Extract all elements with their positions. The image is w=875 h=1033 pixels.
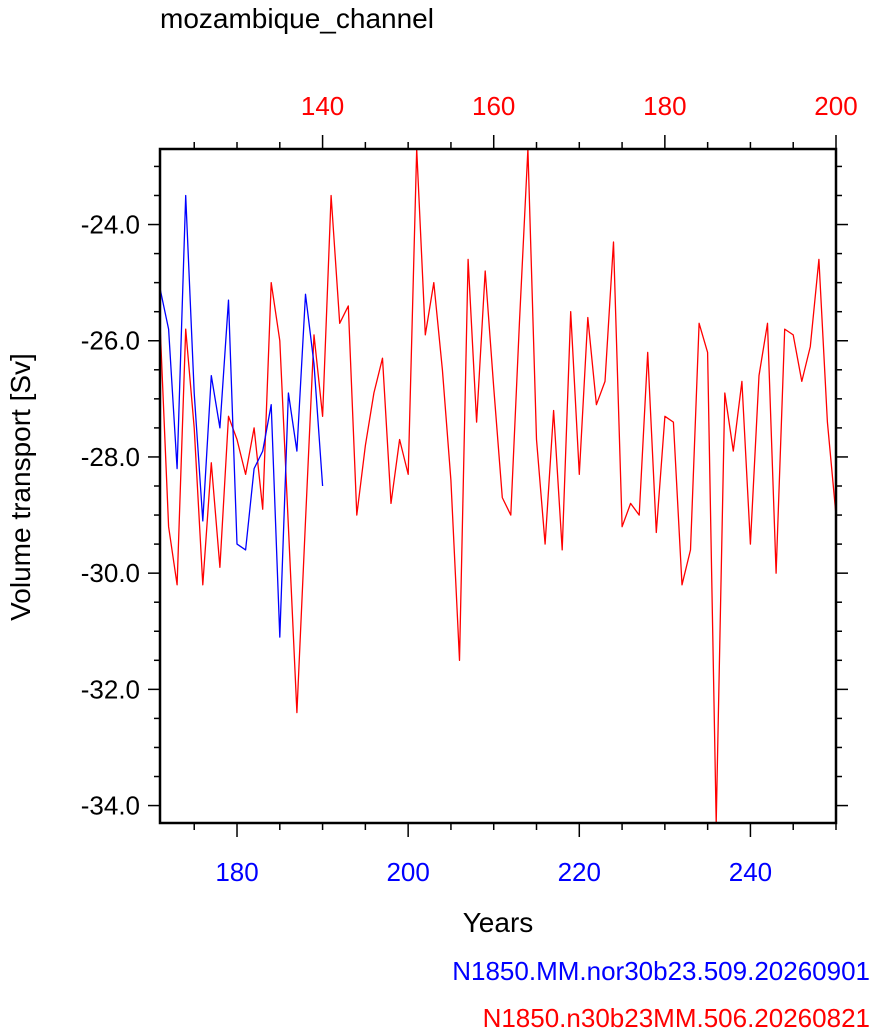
y-tick-label: -30.0 — [81, 558, 140, 588]
x-top-tick-label: 140 — [301, 91, 344, 121]
y-tick-label: -24.0 — [81, 210, 140, 240]
x-bottom-tick-label: 240 — [729, 857, 772, 887]
y-axis-label: Volume transport [Sv] — [5, 353, 36, 621]
series-layer — [159, 148, 837, 824]
legend-entry-red: N1850.n30b23MM.506.20260821 — [483, 1003, 870, 1033]
x-axis-label: Years — [463, 907, 534, 938]
axes-ticks: -24.0 -26.0 -28.0 -30.0 -32.0 -34.0 180 200 220 2… — [81, 91, 858, 887]
y-tick-label: -32.0 — [81, 674, 140, 704]
x-bottom-tick-label: 180 — [215, 857, 258, 887]
plot-frame — [158, 147, 838, 825]
chart-title: mozambique_channel — [160, 3, 434, 34]
y-tick-label: -26.0 — [81, 326, 140, 356]
legend-entry-blue: N1850.MM.nor30b23.509.20260901 — [452, 956, 870, 986]
x-bottom-tick-label: 220 — [558, 857, 601, 887]
y-tick-label: -34.0 — [81, 791, 140, 821]
y-tick-label: -28.0 — [81, 442, 140, 472]
x-top-tick-label: 160 — [472, 91, 515, 121]
x-top-tick-label: 200 — [814, 91, 857, 121]
series-line-blue — [159, 194, 324, 638]
series-line-red — [159, 148, 837, 824]
x-top-tick-label: 180 — [643, 91, 686, 121]
x-bottom-tick-label: 200 — [386, 857, 429, 887]
